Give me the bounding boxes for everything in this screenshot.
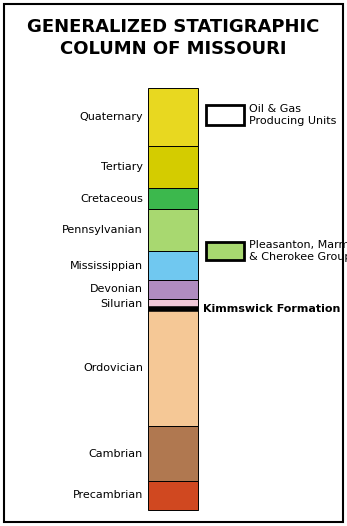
- Text: Cretaceous: Cretaceous: [80, 194, 143, 204]
- Bar: [206, 242, 244, 260]
- Text: Quaternary: Quaternary: [79, 112, 143, 122]
- Text: Oil & Gas
Producing Units: Oil & Gas Producing Units: [249, 104, 336, 126]
- Bar: [148, 481, 198, 510]
- Text: Pleasanton, Marmaton
& Cherokee Groups: Pleasanton, Marmaton & Cherokee Groups: [249, 240, 347, 262]
- Bar: [148, 309, 198, 427]
- Text: Kimmswick Formation: Kimmswick Formation: [203, 305, 340, 315]
- Text: Mississippian: Mississippian: [70, 260, 143, 270]
- Text: GENERALIZED STATIGRAPHIC
COLUMN OF MISSOURI: GENERALIZED STATIGRAPHIC COLUMN OF MISSO…: [27, 18, 320, 58]
- Bar: [148, 188, 198, 209]
- Bar: [148, 147, 198, 188]
- Bar: [206, 105, 244, 125]
- Bar: [148, 251, 198, 280]
- Text: Ordovician: Ordovician: [83, 363, 143, 373]
- Bar: [148, 280, 198, 299]
- Text: Pennsylvanian: Pennsylvanian: [62, 225, 143, 235]
- Text: Precambrian: Precambrian: [73, 490, 143, 500]
- Text: Devonian: Devonian: [90, 285, 143, 295]
- Bar: [148, 427, 198, 481]
- Text: Silurian: Silurian: [101, 299, 143, 309]
- Bar: [148, 299, 198, 309]
- Bar: [148, 88, 198, 147]
- Bar: [148, 209, 198, 251]
- Text: Cambrian: Cambrian: [89, 449, 143, 459]
- Text: Tertiary: Tertiary: [101, 163, 143, 173]
